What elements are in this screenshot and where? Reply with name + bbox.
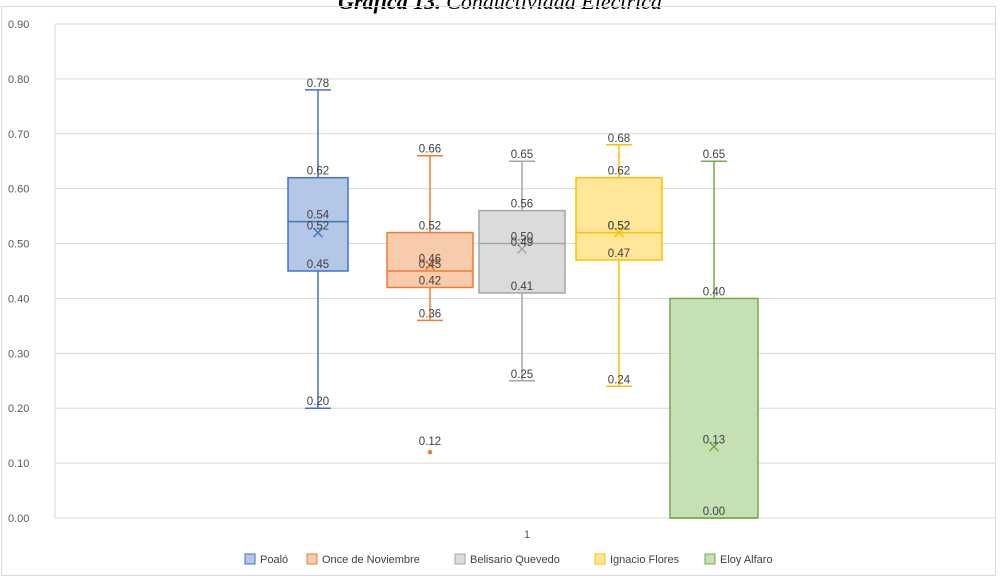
- y-tick-label: 0.70: [8, 129, 29, 141]
- data-label-q1: 0.41: [511, 281, 533, 293]
- data-label-max: 0.78: [307, 78, 329, 90]
- legend-label: Belisario Quevedo: [470, 554, 560, 566]
- x-tick-label: 1: [524, 529, 530, 541]
- box-iqr: [386, 231, 474, 289]
- y-tick-label: 0.30: [8, 348, 29, 360]
- data-label-median: 0.54: [307, 210, 330, 222]
- y-tick-label: 0.10: [8, 458, 29, 470]
- mean-marker: [313, 227, 323, 238]
- data-label-mean: 0.52: [608, 221, 630, 233]
- data-label-max: 0.65: [703, 149, 725, 161]
- legend-label: Once de Noviembre: [322, 554, 420, 566]
- data-label-q3: 0.40: [703, 286, 725, 298]
- box-iqr: [669, 297, 759, 519]
- y-tick-label: 0.90: [8, 19, 29, 31]
- legend-label: Eloy Alfaro: [720, 554, 773, 566]
- y-tick-label: 0.00: [8, 513, 29, 525]
- legend-swatch: [454, 553, 466, 565]
- box-iqr: [575, 176, 663, 261]
- data-label-q1: 0.45: [307, 259, 329, 271]
- legend-label: Ignacio Flores: [610, 554, 680, 566]
- data-label-q1: 0.47: [608, 248, 630, 260]
- data-label-median: 0.52: [608, 221, 630, 233]
- legend-swatch: [306, 553, 318, 565]
- data-label-mean: 0.46: [419, 254, 441, 266]
- legend-swatch: [244, 553, 256, 565]
- data-label-min: 0.36: [419, 308, 441, 320]
- data-label-q1: 0.42: [419, 275, 441, 287]
- legend-label: Poaló: [260, 554, 288, 566]
- y-tick-label: 0.50: [8, 239, 29, 251]
- mean-marker: [517, 244, 527, 255]
- y-tick-label: 0.20: [8, 403, 29, 415]
- data-label-min: 0.00: [703, 506, 725, 518]
- legend-swatch: [704, 553, 716, 565]
- data-label-mean: 0.52: [307, 221, 329, 233]
- data-label-mean: 0.13: [703, 435, 725, 447]
- data-label-min: 0.24: [608, 374, 631, 386]
- data-label-q3: 0.52: [419, 221, 441, 233]
- data-label-mean: 0.49: [511, 237, 533, 249]
- data-label-max: 0.66: [419, 144, 441, 156]
- data-label-max: 0.68: [608, 133, 630, 145]
- mean-marker: [614, 227, 624, 238]
- mean-marker: [425, 260, 435, 271]
- mean-marker: [709, 441, 719, 452]
- data-label-q3: 0.56: [511, 199, 533, 211]
- data-label-max: 0.65: [511, 149, 533, 161]
- data-label-min: 0.25: [511, 369, 533, 381]
- box-iqr: [287, 176, 349, 272]
- data-label-min: 0.20: [307, 396, 329, 408]
- data-label-q3: 0.62: [307, 166, 329, 178]
- y-tick-label: 0.80: [8, 74, 29, 86]
- y-tick-label: 0.60: [8, 184, 29, 196]
- legend-swatch: [594, 553, 606, 565]
- data-label-median: 0.45: [419, 259, 441, 271]
- data-label-median: 0.50: [511, 232, 533, 244]
- box-iqr: [478, 209, 566, 294]
- data-label-outlier: 0.12: [419, 436, 441, 448]
- y-tick-label: 0.40: [8, 293, 29, 305]
- outlier-point: [427, 449, 433, 455]
- data-label-q3: 0.62: [608, 166, 630, 178]
